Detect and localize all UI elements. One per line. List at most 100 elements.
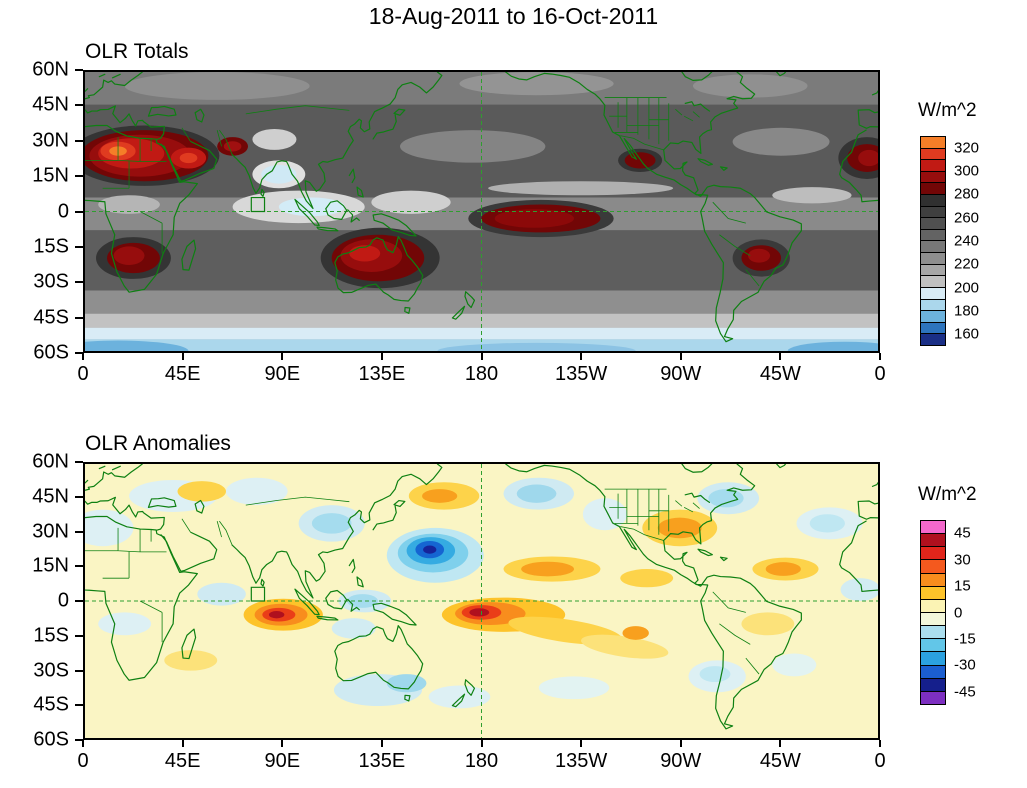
x-axis-marks-totals xyxy=(82,353,881,360)
neg-w-africa-coast xyxy=(840,578,878,601)
y-axis-tick-label: 60N xyxy=(32,450,69,473)
neg-north-africa xyxy=(85,509,134,547)
pos-s-indian xyxy=(164,650,218,671)
colorbar-segment xyxy=(921,205,945,218)
high-olr-mexico xyxy=(624,152,656,169)
congo-light xyxy=(98,195,160,214)
x-axis-tick-label: 45E xyxy=(164,750,201,772)
y-axis-tick-label: 30S xyxy=(33,270,69,293)
y-axis-tick-mark xyxy=(75,175,83,178)
colorbar-totals: W/m^2 320 300 280 260 240 220 200 180 160 xyxy=(918,100,1018,346)
y-axis-tick-label: 15S xyxy=(33,235,69,258)
colorbar-segment xyxy=(921,521,945,534)
panel-title-anomalies: OLR Anomalies xyxy=(85,432,231,455)
neg-e-canada xyxy=(708,489,744,508)
colorbar-tick-label: -45 xyxy=(954,683,976,701)
x-axis-tick-mark xyxy=(380,353,383,360)
x-axis-tick-mark xyxy=(679,740,682,747)
x-axis-tick-label: 45W xyxy=(759,363,801,385)
bay-of-bengal-low-olr xyxy=(261,165,297,184)
colorbar-segment xyxy=(921,252,945,264)
x-axis-tick-label: 0 xyxy=(77,750,89,772)
colorbar-segment xyxy=(921,170,945,183)
pos-brazil xyxy=(741,612,795,636)
x-axis-tick-mark xyxy=(580,353,583,360)
colorbar-segment xyxy=(921,546,945,560)
y-axis-tick-mark xyxy=(75,530,83,533)
figure-title: 18-Aug-2011 to 16-Oct-2011 xyxy=(368,3,659,29)
colorbar-segment xyxy=(921,625,945,639)
colorbar-tick-label: -15 xyxy=(954,630,976,648)
x-axis-tick-mark xyxy=(82,353,84,360)
y-axis-tick-mark xyxy=(75,461,83,463)
y-axis-tick-label: 30S xyxy=(33,659,69,681)
high-olr-c-pacific-core xyxy=(494,209,575,228)
pos-e-indian-max xyxy=(268,611,285,619)
colorbar-tick-label: 200 xyxy=(954,279,980,297)
colorbar-segment xyxy=(921,333,945,345)
x-axis-anomalies: 0 45E 90E 135E 180 135W 90W 45W 0 xyxy=(77,746,885,772)
y-axis-tick-label: 45S xyxy=(33,306,69,329)
x-axis-tick-mark xyxy=(480,740,483,747)
low-olr-southern-ocean-3 xyxy=(787,341,878,351)
olr-anomalies-map xyxy=(83,462,880,740)
x-axis-marks-anomalies xyxy=(82,740,881,747)
colorbar-tick-label: -30 xyxy=(954,656,976,674)
colorbar-tick-label: 320 xyxy=(954,139,980,157)
y-axis-tick-mark xyxy=(75,669,83,672)
colorbar-segment xyxy=(921,240,945,253)
x-axis-tick-mark xyxy=(879,353,881,360)
colorbar-segment xyxy=(921,651,945,665)
colorbar-tick-label: 0 xyxy=(954,604,963,621)
y-axis-tick-mark xyxy=(75,600,83,602)
colorbar-segment xyxy=(921,310,945,322)
colorbar-totals-ticks: 320 300 280 260 240 220 200 180 160 xyxy=(954,136,1004,346)
neg-s-africa xyxy=(98,612,152,636)
y-axis-tick-label: 30N xyxy=(32,129,69,152)
colorbar-segment xyxy=(921,585,945,599)
colorbar-segment xyxy=(921,321,945,334)
x-axis-tick-label: 0 xyxy=(77,363,89,385)
colorbar-segment xyxy=(921,598,945,612)
colorbar-tick-label: 300 xyxy=(954,162,980,180)
high-olr-s-america-core xyxy=(748,248,771,263)
y-axis-tick-label: 30N xyxy=(32,520,69,542)
colorbar-anomalies-label: W/m^2 xyxy=(918,484,977,505)
x-axis-tick-mark xyxy=(480,353,483,360)
colorbar-segment xyxy=(921,611,945,626)
wpac-equator-light xyxy=(371,190,451,214)
x-axis-tick-mark xyxy=(779,740,782,747)
colorbar-segment xyxy=(921,572,945,586)
itcz-atlantic xyxy=(772,187,852,204)
lighter-natl-north xyxy=(692,74,808,98)
colorbar-tick-label: 180 xyxy=(954,302,980,320)
pos-nw-pacific-midlat xyxy=(422,489,458,503)
colorbar-anomalies: W/m^2 45 30 15 0 -15 -30 -45 xyxy=(918,484,1018,705)
y-axis-tick-label: 60N xyxy=(32,58,69,81)
y-axis-tick-label: 45N xyxy=(32,93,69,116)
colorbar-segment xyxy=(921,559,945,573)
y-axis-tick-mark xyxy=(75,739,83,741)
colorbar-segment xyxy=(921,217,945,229)
pos-se-pacific-spot xyxy=(622,626,649,640)
colorbar-segment xyxy=(921,263,945,276)
neg-philippines xyxy=(347,594,378,608)
neg-us-west xyxy=(582,498,627,531)
olr-totals-svg xyxy=(85,72,878,351)
y-axis-tick-label: 15N xyxy=(32,164,69,187)
neg-china xyxy=(311,513,352,534)
y-axis-totals: 60N 45N 30N 15N 0 15S 30S 45S 60S xyxy=(0,59,83,364)
pos-c-pacific-max xyxy=(469,608,490,617)
x-axis-tick-mark xyxy=(181,353,184,360)
high-olr-arabia-core xyxy=(179,152,198,164)
y-axis-tick-mark xyxy=(75,104,83,107)
natl-subtropics xyxy=(732,127,830,156)
colorbar-totals-label: W/m^2 xyxy=(918,100,977,121)
x-axis-tick-label: 135W xyxy=(555,750,608,772)
colorbar-tick-label: 240 xyxy=(954,232,980,250)
y-axis-tick-label: 60S xyxy=(33,728,69,751)
pos-caspian xyxy=(177,481,226,502)
neg-s-south-america xyxy=(699,666,731,683)
y-axis-tick-label: 60S xyxy=(33,341,69,364)
y-axis-tick-label: 45S xyxy=(33,693,69,716)
